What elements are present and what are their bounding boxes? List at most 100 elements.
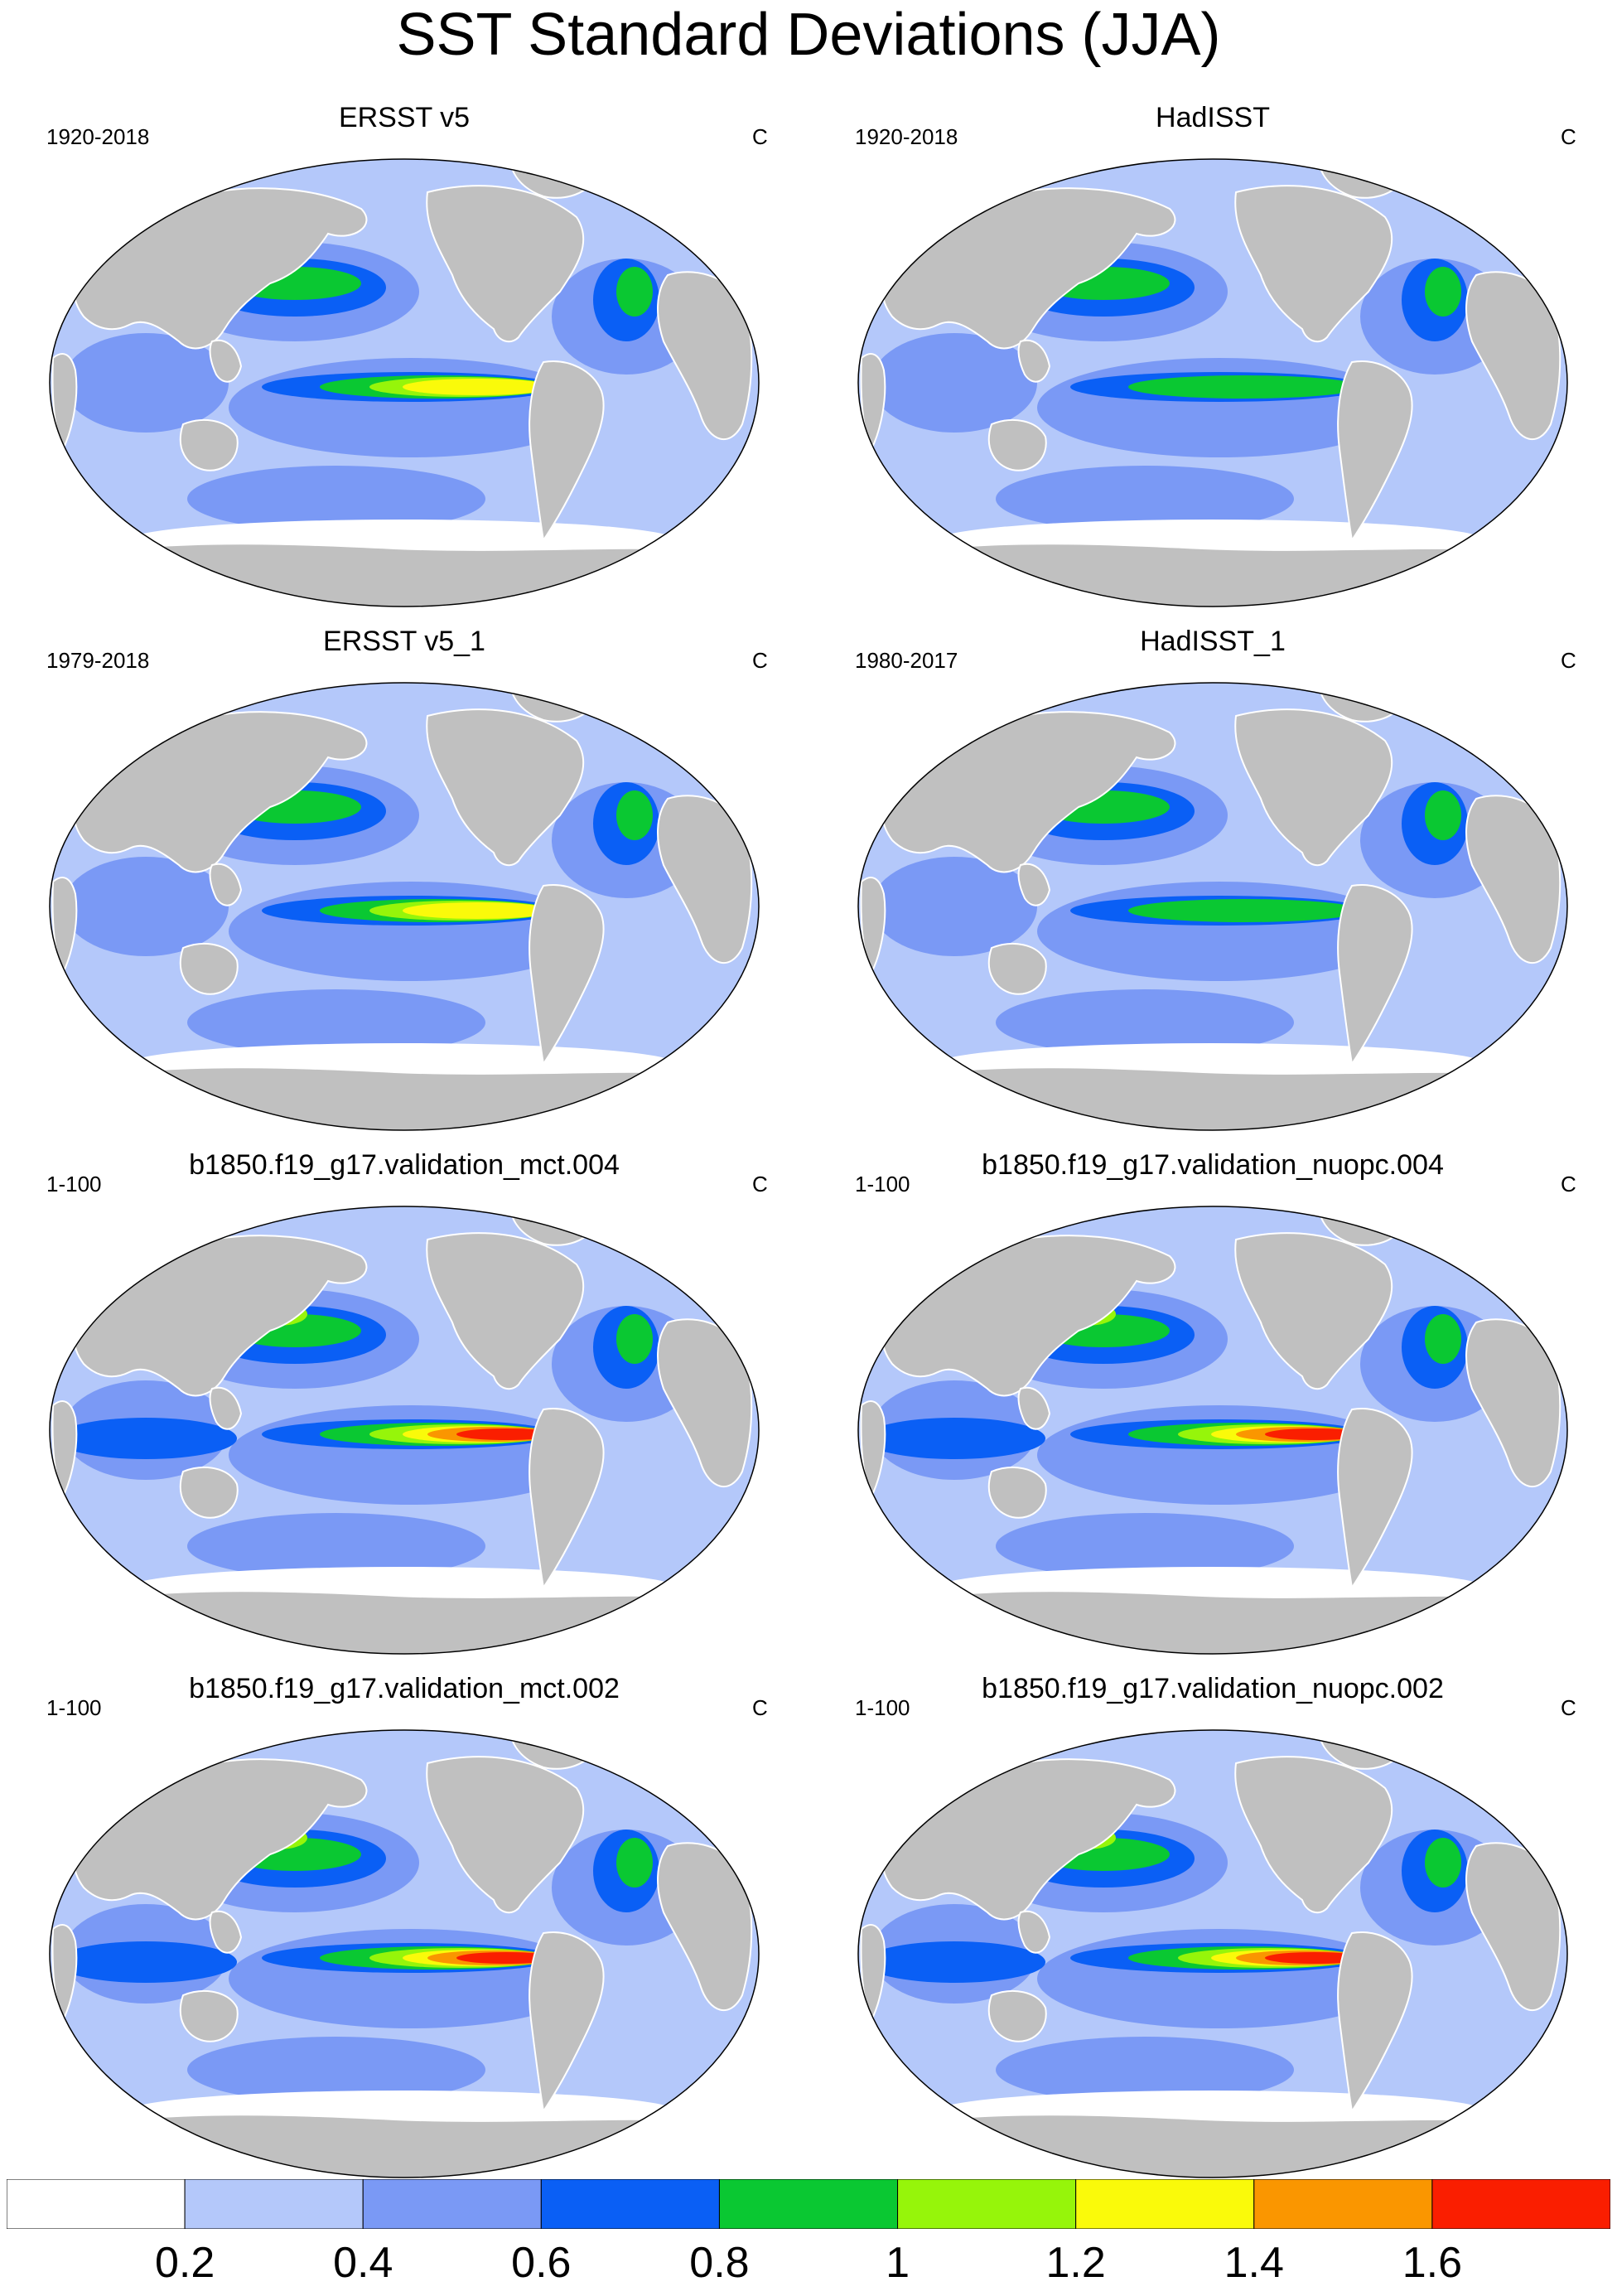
sst-contour <box>1425 1838 1461 1888</box>
sst-contour <box>1425 1314 1461 1364</box>
map-panel: HadISST 1920-2018 C <box>808 91 1617 615</box>
colorbar-swatch <box>897 2178 1077 2230</box>
map-border <box>857 1206 1568 1655</box>
colorbar-swatch <box>1253 2178 1433 2230</box>
south-america-land <box>529 360 605 543</box>
map-border <box>857 158 1568 607</box>
robinson-map <box>857 1729 1568 2178</box>
africa-land <box>860 877 886 975</box>
south-america-land <box>529 1408 605 1590</box>
india-seasia-land <box>209 339 243 383</box>
sst-contour <box>616 1314 653 1364</box>
colorbar-tick-label: 0.6 <box>511 2239 572 2287</box>
map-panel: b1850.f19_g17.validation_nuopc.004 1-100 C <box>808 1138 1617 1662</box>
sst-contour <box>1265 1952 1364 1964</box>
panel-period: 1-100 <box>46 1695 102 1720</box>
sst-contour <box>187 2037 485 2103</box>
colorbar-swatches <box>6 2178 1611 2230</box>
africa-land <box>51 353 78 452</box>
north-america-land <box>1234 708 1393 867</box>
south-america-land <box>529 884 605 1066</box>
panel-title: b1850.f19_g17.validation_nuopc.002 <box>982 1673 1444 1704</box>
north-america-land <box>426 1756 585 1914</box>
robinson-map <box>857 158 1568 607</box>
robinson-map <box>49 158 760 607</box>
australia-land <box>987 1990 1047 2042</box>
colorbar-tick-label: 0.8 <box>689 2239 750 2287</box>
panel-period: 1-100 <box>46 1172 102 1196</box>
north-america-land <box>1234 1756 1393 1914</box>
africa-land <box>51 877 78 975</box>
robinson-map <box>49 682 760 1131</box>
sst-contour <box>1425 790 1461 840</box>
map-panel: b1850.f19_g17.validation_mct.002 1-100 C <box>0 1662 808 2186</box>
sst-contour <box>1128 375 1360 399</box>
sst-contour <box>403 902 552 919</box>
africa-land <box>51 1400 78 1499</box>
sst-contour <box>996 989 1294 1056</box>
india-seasia-land <box>209 863 243 906</box>
map-border <box>857 682 1568 1131</box>
panel-title: HadISST_1 <box>1140 626 1286 657</box>
sst-contour <box>871 333 1037 433</box>
panel-period: 1920-2018 <box>855 124 958 149</box>
colorbar-tick-label: 1.4 <box>1224 2239 1284 2287</box>
australia-land <box>179 943 239 995</box>
colorbar-swatch <box>6 2178 186 2230</box>
australia-land <box>179 1990 239 2042</box>
sst-contour <box>996 1513 1294 1579</box>
panel-title: ERSST v5 <box>338 102 471 133</box>
north-america-land <box>426 708 585 867</box>
antarctica-land <box>936 1066 1494 1130</box>
robinson-map <box>857 1206 1568 1655</box>
map-border <box>49 158 760 607</box>
colorbar-swatch <box>362 2178 542 2230</box>
colorbar-swatch <box>540 2178 720 2230</box>
sst-contour <box>456 1952 556 1964</box>
australia-land <box>987 419 1047 471</box>
sst-contour <box>187 466 485 532</box>
panel-unit: C <box>1561 1695 1576 1720</box>
map-panel: HadISST_1 1980-2017 C <box>808 615 1617 1138</box>
robinson-map <box>857 682 1568 1131</box>
australia-land <box>179 1467 239 1519</box>
africa-land <box>860 1924 886 2023</box>
map-panel: b1850.f19_g17.validation_mct.004 1-100 C <box>0 1138 808 1662</box>
sst-contour <box>55 1941 237 1983</box>
india-seasia-land <box>1017 339 1051 383</box>
panel-title: b1850.f19_g17.validation_mct.002 <box>189 1673 620 1704</box>
panel-unit: C <box>1561 124 1576 149</box>
sst-contour <box>863 1941 1045 1983</box>
map-border <box>857 1729 1568 2178</box>
north-america-land <box>1234 1232 1393 1390</box>
north-america-land <box>1234 185 1393 343</box>
map-border <box>49 682 760 1131</box>
map-panel: ERSST v5 1920-2018 C <box>0 91 808 615</box>
africa-land <box>860 353 886 452</box>
colorbar-swatch <box>1431 2178 1611 2230</box>
sst-contour <box>996 2037 1294 2103</box>
australia-land <box>179 419 239 471</box>
panel-period: 1979-2018 <box>46 648 150 673</box>
sst-contour <box>456 1428 556 1440</box>
antarctica-land <box>936 543 1494 607</box>
sst-contour <box>616 790 653 840</box>
sst-contour <box>187 989 485 1056</box>
panel-period: 1-100 <box>855 1172 910 1196</box>
colorbar-tick-label: 1.2 <box>1045 2239 1106 2287</box>
india-seasia-land <box>209 1386 243 1430</box>
panel-unit: C <box>752 1172 768 1196</box>
panel-title: ERSST v5_1 <box>323 626 485 657</box>
north-america-land <box>426 1232 585 1390</box>
india-seasia-land <box>1017 1910 1051 1954</box>
antarctica-land <box>128 1590 686 1654</box>
robinson-map <box>49 1206 760 1655</box>
panel-unit: C <box>1561 648 1576 673</box>
south-america-land <box>1337 1931 1413 2114</box>
australia-land <box>987 943 1047 995</box>
panel-period: 1-100 <box>855 1695 910 1720</box>
south-america-land <box>529 1931 605 2114</box>
robinson-map <box>49 1729 760 2178</box>
sst-contour <box>616 1838 653 1888</box>
map-panel: b1850.f19_g17.validation_nuopc.002 1-100 C <box>808 1662 1617 2186</box>
